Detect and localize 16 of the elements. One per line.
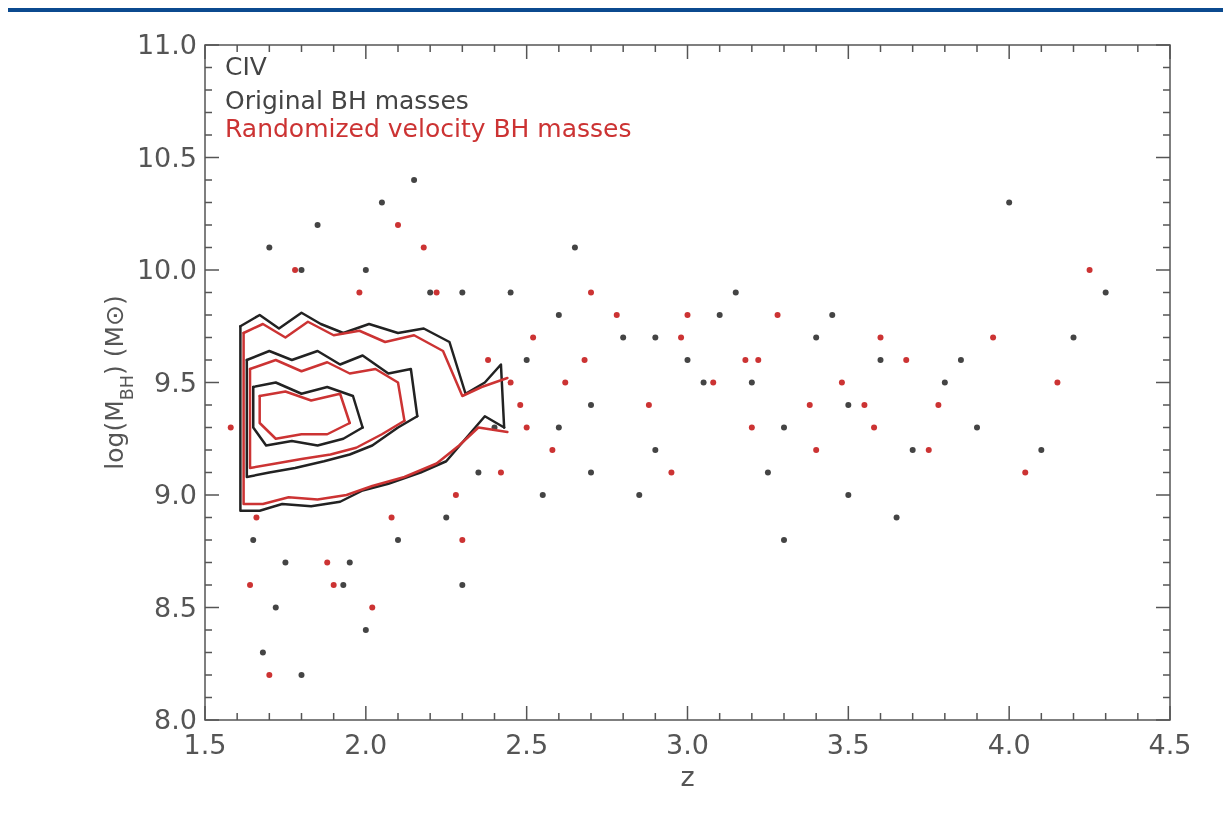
- text: Randomized velocity BH masses: [225, 114, 632, 143]
- x-tick-label: 2.0: [344, 729, 388, 760]
- y-tick-label: 9.0: [154, 479, 197, 510]
- x-tick-label: 4.0: [987, 729, 1031, 760]
- x-tick-label: 3.5: [826, 729, 870, 760]
- y-tick-label: 10.0: [136, 254, 197, 285]
- y-tick-label: 11.0: [136, 29, 197, 60]
- text: Original BH masses: [225, 86, 469, 115]
- x-axis-title: z: [680, 761, 695, 792]
- y-tick-label: 9.5: [154, 366, 197, 398]
- y-tick-label: 10.5: [136, 141, 197, 173]
- x-tick-label: 3.0: [666, 729, 709, 760]
- x-tick-label: 4.5: [1148, 729, 1192, 760]
- x-tick-label: 2.5: [505, 729, 549, 760]
- annotation: CIV: [225, 52, 267, 81]
- y-tick-label: 8.5: [154, 591, 197, 623]
